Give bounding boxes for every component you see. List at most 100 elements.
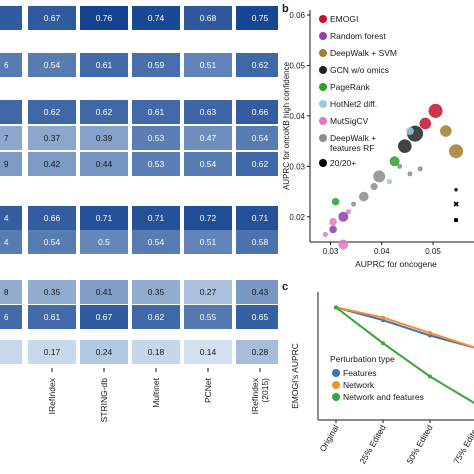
scatter-point — [322, 231, 328, 238]
heatmap-left-value: 7 — [4, 134, 9, 143]
heatmap-cell — [80, 53, 128, 77]
heatmap-cell-value: 0.54 — [252, 133, 269, 143]
heatmap-left-value: 6 — [4, 61, 9, 70]
scatter-point: ■ — [454, 215, 459, 224]
heatmap-cell — [184, 206, 232, 230]
heatmap-cell-left — [0, 305, 22, 329]
heatmap-cell — [236, 100, 278, 124]
heatmap-cell — [132, 53, 180, 77]
perturbation-line-chart: EMOGI's AUPRC Perturbation type Features Ne… — [290, 292, 474, 466]
heatmap-cell — [184, 126, 232, 150]
heatmap-cell — [132, 6, 180, 30]
scatter-x-tick-label: 0.05 — [425, 247, 441, 256]
heatmap-cell — [132, 305, 180, 329]
heatmap-cell-value: 0.61 — [96, 60, 113, 70]
legend-marker — [319, 83, 327, 91]
line-legend-marker — [332, 381, 340, 389]
heatmap-cell-value: 0.71 — [148, 213, 165, 223]
heatmap-cell-left — [0, 100, 22, 124]
scatter-point — [331, 197, 340, 206]
heatmap-cell-value: 0.35 — [44, 287, 61, 297]
scatter-y-tick-label: 0.02 — [289, 213, 305, 222]
heatmap-cell-value: 0.66 — [252, 107, 269, 117]
heatmap-cell-value: 0.39 — [96, 133, 113, 143]
line-legend-label: Network and features — [343, 392, 424, 402]
scatter-point — [398, 139, 412, 153]
heatmap-cell-value: 0.35 — [148, 287, 165, 297]
heatmap-cell-value: 0.76 — [96, 13, 113, 23]
scatter-point: ● — [454, 185, 459, 194]
heatmap: 0.67 0.76 0.74 0.68 0.756 0.54 0.61 0.59 0.51 0.6… — [0, 6, 278, 422]
heatmap-cell-value: 0.37 — [44, 133, 61, 143]
heatmap-cell-value: 0.62 — [252, 60, 269, 70]
scatter-y-label: AUPRC for oncoKB high confidence — [282, 61, 291, 190]
line-point — [428, 330, 432, 335]
heatmap-cell — [80, 340, 128, 364]
heatmap-cell-value: 0.62 — [44, 107, 61, 117]
heatmap-left-value: 9 — [4, 160, 9, 169]
scatter-y-tick-label: 0.05 — [289, 61, 305, 70]
heatmap-cell-value: 0.27 — [200, 287, 217, 297]
heatmap-cell-left — [0, 230, 22, 254]
heatmap-cell-value: 0.62 — [252, 159, 269, 169]
heatmap-cell — [28, 53, 76, 77]
legend-label: PageRank — [330, 82, 370, 92]
heatmap-cell — [132, 152, 180, 176]
heatmap-cell — [28, 152, 76, 176]
legend-label: GCN w/o omics — [330, 65, 389, 75]
heatmap-cell-value: 0.28 — [252, 347, 269, 357]
scatter-x-tick-label: 0.03 — [323, 247, 339, 256]
heatmap-cell-value: 0.71 — [252, 213, 269, 223]
heatmap-cell-value: 0.47 — [200, 133, 217, 143]
scatter-point — [329, 218, 337, 226]
legend-label: DeepWalk + — [330, 133, 376, 143]
legend-label: EMOGI — [330, 14, 358, 24]
scatter-y-tick-label: 0.04 — [289, 112, 305, 121]
heatmap-cell — [184, 100, 232, 124]
heatmap-cell — [80, 280, 128, 304]
legend-marker — [319, 32, 327, 40]
line-x-tick-label: 75% Edited — [451, 423, 474, 466]
line-x-tick-label: 50% Edited — [404, 423, 435, 466]
heatmap-cell — [28, 340, 76, 364]
scatter-point — [428, 103, 443, 118]
heatmap-cell-value: 0.17 — [44, 347, 61, 357]
heatmap-cell-value: 0.51 — [200, 60, 217, 70]
legend-label: 20/20+ — [330, 158, 356, 168]
legend-label: MutSigCV — [330, 116, 369, 126]
heatmap-cell — [236, 340, 278, 364]
heatmap-cell — [132, 126, 180, 150]
heatmap-cell-value: 0.44 — [96, 159, 113, 169]
heatmap-cell — [80, 305, 128, 329]
scatter-y-tick-label: 0.03 — [289, 162, 305, 171]
heatmap-cell-value: 0.43 — [252, 287, 269, 297]
heatmap-cell-value: 0.41 — [96, 287, 113, 297]
heatmap-cell — [236, 206, 278, 230]
scatter-point — [329, 225, 337, 234]
heatmap-left-value: 8 — [4, 288, 9, 297]
scatter-point — [373, 170, 386, 183]
heatmap-left-value: 4 — [4, 238, 9, 247]
scatter-point — [345, 209, 351, 215]
heatmap-cell — [80, 126, 128, 150]
heatmap-cell — [132, 340, 180, 364]
legend-marker — [319, 49, 327, 57]
heatmap-cell — [28, 100, 76, 124]
heatmap-cell-value: 0.63 — [200, 107, 217, 117]
heatmap-left-value: 6 — [4, 313, 9, 322]
heatmap-cell — [28, 6, 76, 30]
heatmap-left-value: 4 — [4, 214, 9, 223]
line-legend-title: Perturbation type — [330, 354, 395, 364]
heatmap-col-label: Multinet — [151, 377, 161, 407]
heatmap-cell-value: 0.74 — [148, 13, 165, 23]
heatmap-cell-left — [0, 6, 22, 30]
heatmap-cell — [80, 206, 128, 230]
heatmap-cell-value: 0.72 — [200, 213, 217, 223]
heatmap-cell — [184, 6, 232, 30]
heatmap-col-label: IRefIndex — [250, 377, 260, 414]
heatmap-cell — [28, 305, 76, 329]
heatmap-cell — [236, 305, 278, 329]
heatmap-cell-value: 0.67 — [96, 312, 113, 322]
heatmap-cell — [236, 152, 278, 176]
